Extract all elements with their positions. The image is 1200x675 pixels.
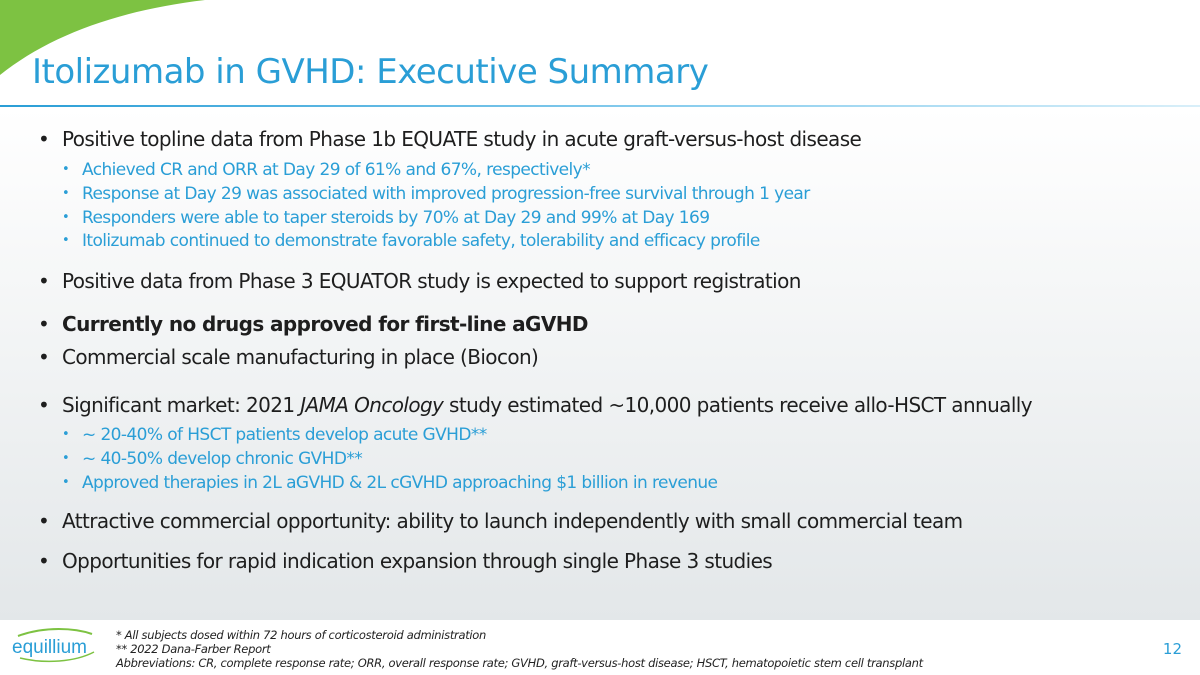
bullet-1: • Positive topline data from Phase 1b EQU… bbox=[38, 127, 862, 151]
footnote: ** 2022 Dana-Farber Report bbox=[116, 642, 271, 656]
content-background bbox=[0, 108, 1200, 620]
sub-bullet: • ~ 20-40% of HSCT patients develop acute… bbox=[62, 425, 487, 445]
sub-bullet: • Response at Day 29 was associated with … bbox=[62, 184, 810, 204]
svg-text:equillium: equillium bbox=[12, 637, 87, 658]
bullet-2: • Positive data from Phase 3 EQUATOR stud… bbox=[38, 269, 801, 293]
page-number: 12 bbox=[1162, 640, 1182, 658]
sub-bullet: • Responders were able to taper steroids … bbox=[62, 208, 710, 228]
sub-bullet: • Itolizumab continued to demonstrate fav… bbox=[62, 231, 760, 251]
title-divider bbox=[0, 105, 1200, 107]
bullet-6: • Attractive commercial opportunity: abil… bbox=[38, 509, 963, 533]
bullet-3: • Currently no drugs approved for first-l… bbox=[38, 312, 588, 336]
bullet-5: • Significant market: 2021 JAMA Oncology … bbox=[38, 393, 1033, 417]
slide-title: Itolizumab in GVHD: Executive Summary bbox=[32, 52, 709, 92]
green-swoosh-decoration bbox=[0, 0, 205, 75]
sub-bullet: • Achieved CR and ORR at Day 29 of 61% an… bbox=[62, 160, 591, 180]
footnote: * All subjects dosed within 72 hours of … bbox=[116, 628, 487, 642]
sub-bullet: • Approved therapies in 2L aGVHD & 2L cGV… bbox=[62, 473, 718, 493]
equillium-logo: equillium bbox=[10, 624, 100, 668]
footnotes: * All subjects dosed within 72 hours of … bbox=[116, 628, 923, 670]
sub-bullet: • ~ 40-50% develop chronic GVHD** bbox=[62, 449, 363, 469]
footnote: Abbreviations: CR, complete response rat… bbox=[116, 656, 923, 670]
bullet-7: • Opportunities for rapid indication expa… bbox=[38, 549, 773, 573]
bullet-4: • Commercial scale manufacturing in place… bbox=[38, 345, 539, 369]
